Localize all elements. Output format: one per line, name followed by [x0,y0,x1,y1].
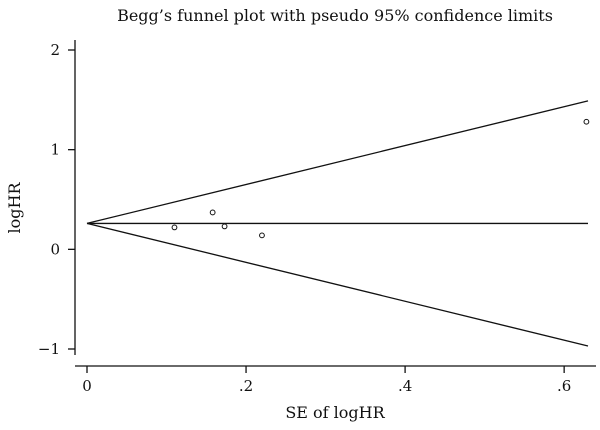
data-point [259,232,265,239]
y-tick-label: 1 [50,141,60,159]
data-point [209,209,216,216]
x-axis-label: SE of logHR [285,403,385,422]
chart-title: Begg’s funnel plot with pseudo 95% confi… [117,6,553,25]
x-tick-label: .4 [398,377,412,395]
data-point [583,118,590,125]
data-point [171,224,178,231]
x-tick-label: 0 [82,377,92,395]
data-point [221,223,228,230]
y-axis-label: logHR [5,182,24,234]
x-tick-label: .2 [239,377,253,395]
y-tick-label: −1 [38,340,60,358]
y-tick-label: 0 [50,240,60,258]
x-tick-label: .6 [557,377,571,395]
y-tick-label: 2 [50,41,60,59]
funnel-line-lower-limit [86,222,589,347]
plot-area: −1 0 1 2 0 .2 .4 .6 [38,40,596,395]
funnel-line-upper-limit [86,100,589,225]
